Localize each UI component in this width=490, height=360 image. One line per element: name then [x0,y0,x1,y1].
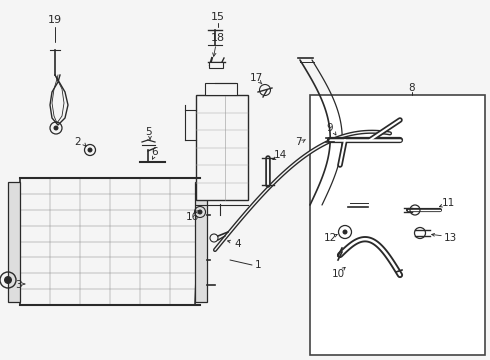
Bar [310,95,485,355]
Text: 11: 11 [441,198,455,208]
Bar [205,83,237,95]
Text: 6: 6 [152,147,158,157]
Text: 17: 17 [249,73,263,83]
Text: 18: 18 [211,33,225,43]
Text: 4: 4 [235,239,241,249]
Bar [8,182,20,302]
Text: 1: 1 [255,260,261,270]
Text: 2: 2 [74,137,81,147]
Text: 7: 7 [294,137,301,147]
Text: 14: 14 [273,150,287,160]
Text: 15: 15 [211,12,225,22]
Bar [196,95,248,200]
Text: 8: 8 [409,83,416,93]
Text: 13: 13 [443,233,457,243]
Circle shape [53,126,58,130]
Text: 19: 19 [48,15,62,25]
Bar [195,182,207,302]
Circle shape [88,148,93,153]
Text: 9: 9 [327,123,333,133]
Bar [209,62,223,68]
Text: 3: 3 [15,280,21,290]
Circle shape [343,230,347,234]
Circle shape [4,276,12,284]
Circle shape [197,210,202,215]
Text: 12: 12 [323,233,337,243]
Text: 16: 16 [185,212,198,222]
Text: 5: 5 [145,127,151,137]
Text: 10: 10 [331,269,344,279]
